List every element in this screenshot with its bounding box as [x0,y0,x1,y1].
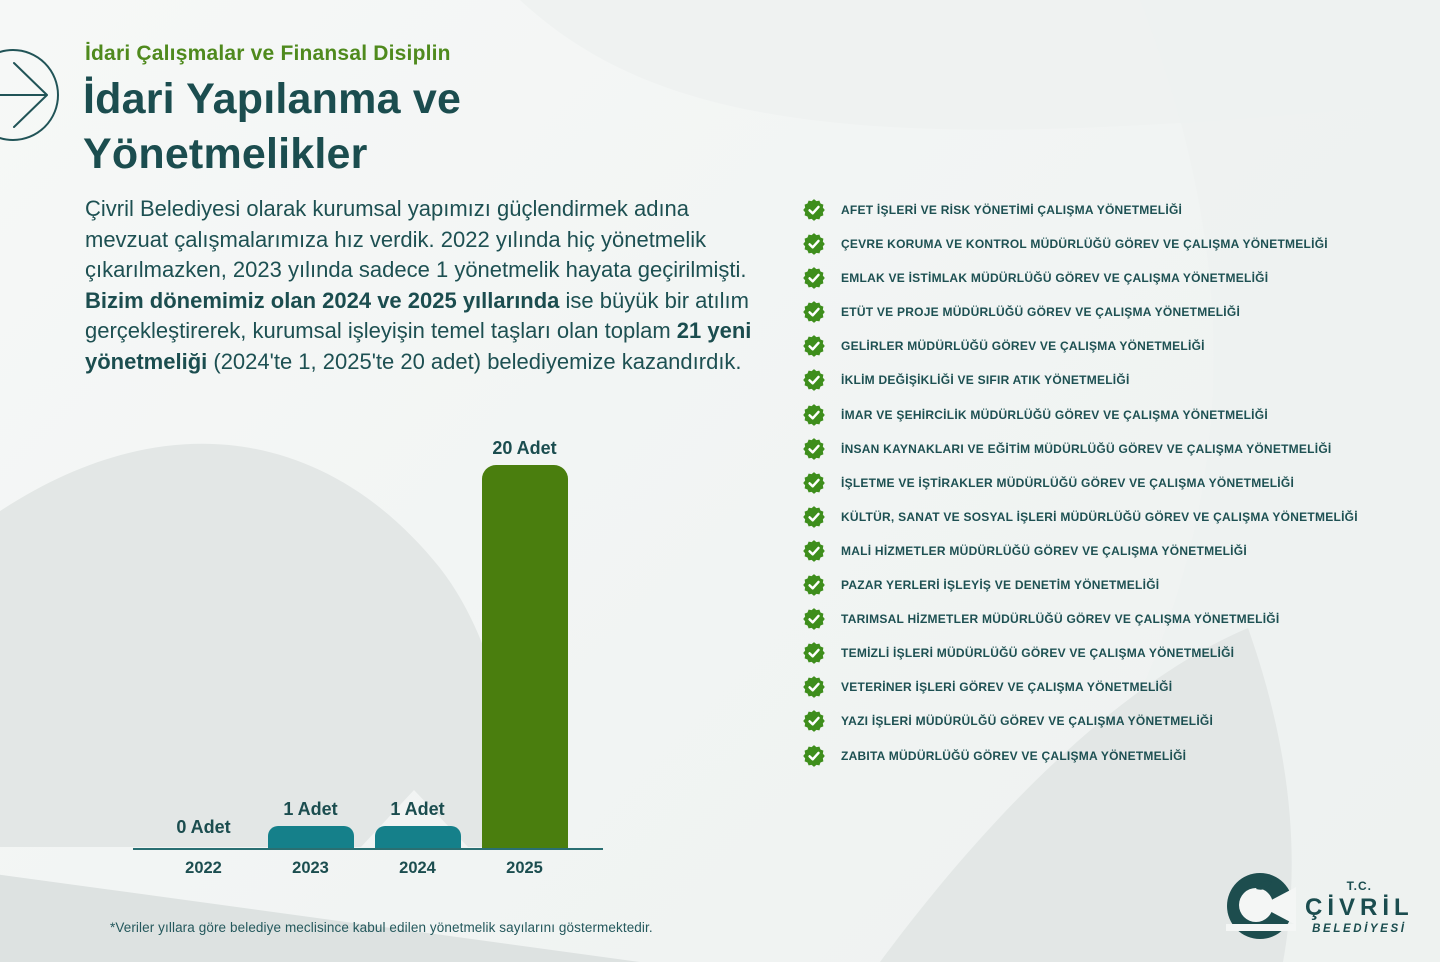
regulation-label: PAZAR YERLERİ İŞLEYİŞ VE DENETİM YÖNETME… [841,578,1160,593]
regulation-label: YAZI İŞLERİ MÜDÜRÜLĞÜ GÖREV VE ÇALIŞMA Y… [841,714,1214,729]
regulation-item: VETERİNER İŞLERİ GÖREV VE ÇALIŞMA YÖNETM… [803,676,1358,699]
regulation-item: AFET İŞLERİ VE RİSK YÖNETİMİ ÇALIŞMA YÖN… [803,199,1358,221]
chart-slot-2022: 0 Adet [150,817,257,848]
page-title-line1: İdari Yapılanma ve [83,75,462,123]
bar-value-label: 0 Adet [176,817,231,837]
regulation-label: EMLAK VE İSTİMLAK MÜDÜRLÜĞÜ GÖREV VE ÇAL… [841,271,1269,286]
regulation-label: İNSAN KAYNAKLARI VE EĞİTİM MÜDÜRLÜĞÜ GÖR… [841,441,1332,456]
arrow-circle-icon [0,49,59,141]
regulation-label: AFET İŞLERİ VE RİSK YÖNETİMİ ÇALIŞMA YÖN… [841,203,1183,217]
chart-x-labels: 2022 2023 2024 2025 [150,859,578,878]
regulation-label: ETÜT VE PROJE MÜDÜRLÜĞÜ GÖREV VE ÇALIŞMA… [841,305,1241,320]
municipality-logo: T.C. ÇİVRİL BELEDİYESİ [1226,868,1414,946]
regulation-item: KÜLTÜR, SANAT VE SOSYAL İŞLERİ MÜDÜRLÜĞÜ… [803,506,1358,528]
regulation-label: TEMİZLİ İŞLERİ MÜDÜRLÜĞÜ GÖREV VE ÇALIŞM… [841,646,1235,661]
regulation-label: GELİRLER MÜDÜRLÜĞÜ GÖREV VE ÇALIŞMA YÖNE… [841,339,1205,354]
check-seal-icon [803,437,825,460]
regulation-item: İKLİM DEĞİŞİKLİĞİ VE SIFIR ATIK YÖNETMEL… [803,369,1358,392]
chart-footnote: *Veriler yıllara göre belediye meclisinc… [110,920,653,935]
intro-paragraph: Çivril Belediyesi olarak kurumsal yapımı… [85,194,777,377]
intro-bold-text: 21 yeni yönetmeliği [85,318,752,374]
x-axis-label-2022: 2022 [185,859,222,877]
check-seal-icon [803,676,825,699]
bar-value-label: 1 Adet [283,799,338,819]
regulation-item: PAZAR YERLERİ İŞLEYİŞ VE DENETİM YÖNETME… [803,574,1358,596]
check-seal-icon [803,642,825,665]
regulation-label: ZABITA MÜDÜRLÜĞÜ GÖREV VE ÇALIŞMA YÖNETM… [841,748,1187,763]
section-kicker: İdari Çalışmalar ve Finansal Disiplin [85,42,451,65]
chart-slot-2024: 1 Adet [364,799,471,848]
bar-2025 [481,465,568,848]
check-seal-icon [803,744,825,767]
regulation-item: TARIMSAL HİZMETLER MÜDÜRLÜĞÜ GÖREV VE ÇA… [803,608,1358,630]
chart-slot-2023: 1 Adet [257,799,364,848]
x-axis-line [133,848,603,850]
regulation-label: İMAR VE ŞEHİRCİLİK MÜDÜRLÜĞÜ GÖREV VE ÇA… [841,407,1268,422]
check-seal-icon [803,608,825,630]
regulation-item: TEMİZLİ İŞLERİ MÜDÜRLÜĞÜ GÖREV VE ÇALIŞM… [803,642,1358,665]
regulation-item: İNSAN KAYNAKLARI VE EĞİTİM MÜDÜRLÜĞÜ GÖR… [803,437,1358,460]
regulation-label: TARIMSAL HİZMETLER MÜDÜRLÜĞÜ GÖREV VE ÇA… [841,612,1280,627]
logo-text: T.C. ÇİVRİL BELEDİYESİ [1305,879,1414,935]
check-seal-icon [803,471,825,494]
regulation-item: ZABITA MÜDÜRLÜĞÜ GÖREV VE ÇALIŞMA YÖNETM… [803,744,1358,767]
logo-tc: T.C. [1346,879,1372,893]
regulation-item: ETÜT VE PROJE MÜDÜRLÜĞÜ GÖREV VE ÇALIŞMA… [803,301,1358,324]
regulation-label: ÇEVRE KORUMA VE KONTROL MÜDÜRLÜĞÜ GÖREV … [841,237,1328,252]
regulation-item: İMAR VE ŞEHİRCİLİK MÜDÜRLÜĞÜ GÖREV VE ÇA… [803,403,1358,426]
intro-text: Çivril Belediyesi olarak kurumsal yapımı… [85,196,747,282]
regulation-item: İŞLETME VE İŞTİRAKLER MÜDÜRLÜĞÜ GÖREV VE… [803,471,1358,494]
regulation-label: İŞLETME VE İŞTİRAKLER MÜDÜRLÜĞÜ GÖREV VE… [841,475,1295,490]
regulations-list: AFET İŞLERİ VE RİSK YÖNETİMİ ÇALIŞMA YÖN… [803,199,1358,767]
regulation-label: KÜLTÜR, SANAT VE SOSYAL İŞLERİ MÜDÜRLÜĞÜ… [841,509,1358,524]
check-seal-icon [803,335,825,358]
bar-value-label: 20 Adet [492,438,557,458]
chart-slot-2025: 20 Adet [471,438,578,848]
page-title: İdari Yapılanma ve Yönetmelikler [83,72,461,182]
page-title-line2: Yönetmelikler [83,130,368,178]
regulation-label: İKLİM DEĞİŞİKLİĞİ VE SIFIR ATIK YÖNETMEL… [841,373,1130,388]
chart-bars: 0 Adet 1 Adet 1 Adet 20 Adet [150,428,578,848]
check-seal-icon [803,540,825,562]
check-seal-icon [803,574,825,596]
intro-bold-text: Bizim dönemimiz olan 2024 ve 2025 yıllar… [85,287,560,313]
check-seal-icon [803,369,825,392]
check-seal-icon [803,267,825,290]
bar-value-label: 1 Adet [390,799,445,819]
intro-text: ise büyük bir atılım gerçekleştirerek, k… [85,287,749,344]
bar-2023 [267,826,354,848]
check-seal-icon [803,403,825,426]
check-seal-icon [803,506,825,528]
x-axis-label-2025: 2025 [506,859,543,877]
regulation-label: VETERİNER İŞLERİ GÖREV VE ÇALIŞMA YÖNETM… [841,680,1173,695]
x-axis-label-2024: 2024 [399,859,436,877]
regulation-item: GELİRLER MÜDÜRLÜĞÜ GÖREV VE ÇALIŞMA YÖNE… [803,335,1358,358]
check-seal-icon [803,301,825,324]
x-axis-label-2023: 2023 [292,859,329,877]
logo-name: ÇİVRİL [1305,894,1414,921]
civril-apple-logo-icon [1226,873,1296,939]
regulation-count-chart: 0 Adet 1 Adet 1 Adet 20 Adet 2022 2023 2024 20… [133,428,603,878]
check-seal-icon [803,233,825,255]
check-seal-icon [803,710,825,733]
regulation-item: YAZI İŞLERİ MÜDÜRÜLĞÜ GÖREV VE ÇALIŞMA Y… [803,710,1358,733]
bar-2024 [374,826,461,848]
regulation-item: MALİ HİZMETLER MÜDÜRLÜĞÜ GÖREV VE ÇALIŞM… [803,540,1358,562]
regulation-label: MALİ HİZMETLER MÜDÜRLÜĞÜ GÖREV VE ÇALIŞM… [841,543,1247,558]
regulation-item: ÇEVRE KORUMA VE KONTROL MÜDÜRLÜĞÜ GÖREV … [803,233,1358,255]
logo-subname: BELEDİYESİ [1312,923,1407,935]
intro-text: (2024'te 1, 2025'te 20 adet) belediyemiz… [207,348,742,374]
check-seal-icon [803,199,825,221]
regulation-item: EMLAK VE İSTİMLAK MÜDÜRLÜĞÜ GÖREV VE ÇAL… [803,267,1358,290]
